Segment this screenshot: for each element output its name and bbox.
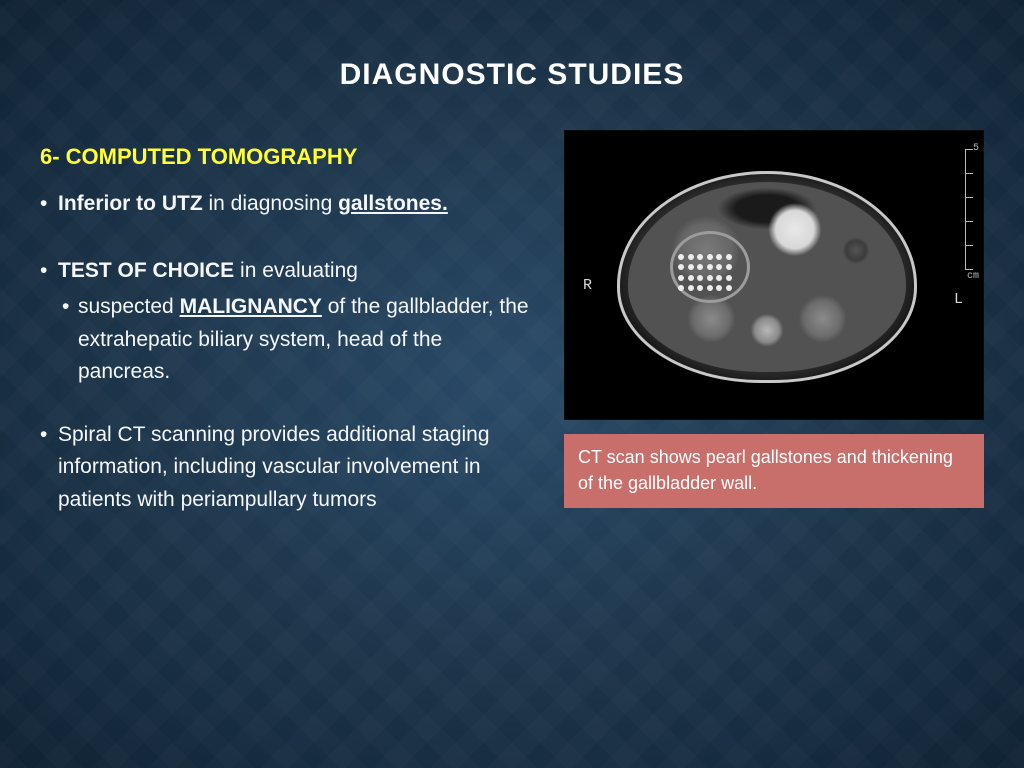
caption-box: CT scan shows pearl gallstones and thick… <box>564 434 984 508</box>
bullet-inferior: Inferior to UTZ in diagnosing gallstones… <box>40 188 540 221</box>
bullet-toc-rest: in evaluating <box>234 259 358 282</box>
right-column: R L 5 cm CT scan shows pearl gallstones … <box>564 130 984 516</box>
bullet-malignancy: suspected MALIGNANCY of the gallbladder,… <box>40 291 540 389</box>
ct-ruler-unit: cm <box>967 271 979 282</box>
bullet-malignancy-pre: suspected <box>78 295 180 318</box>
section-heading: 6- COMPUTED TOMOGRAPHY <box>40 140 540 174</box>
ct-ruler <box>965 149 977 269</box>
slide: DIAGNOSTIC STUDIES 6- COMPUTED TOMOGRAPH… <box>0 0 1024 768</box>
bullet-inferior-rest: in diagnosing <box>203 192 338 215</box>
slide-title: DIAGNOSTIC STUDIES <box>40 58 984 92</box>
bullet-malignancy-bold: MALIGNANCY <box>180 295 322 318</box>
bullet-toc-bold: TEST OF CHOICE <box>58 259 234 282</box>
left-column: 6- COMPUTED TOMOGRAPHY Inferior to UTZ i… <box>40 140 540 516</box>
ct-body-outline <box>617 171 917 383</box>
ct-pearl-gallstones <box>678 254 734 294</box>
bullet-test-of-choice: TEST OF CHOICE in evaluating <box>40 255 540 288</box>
bullet-inferior-bold: Inferior to UTZ <box>58 192 203 215</box>
ct-label-l: L <box>954 291 963 308</box>
ct-label-r: R <box>583 277 592 294</box>
bullet-spiral-ct: Spiral CT scanning provides additional s… <box>40 419 540 517</box>
bullet-inferior-underlined: gallstones. <box>338 192 448 215</box>
ct-ruler-top: 5 <box>973 143 979 154</box>
ct-organs <box>628 182 906 372</box>
content-row: 6- COMPUTED TOMOGRAPHY Inferior to UTZ i… <box>40 140 984 516</box>
ct-scan-image: R L 5 cm <box>564 130 984 420</box>
